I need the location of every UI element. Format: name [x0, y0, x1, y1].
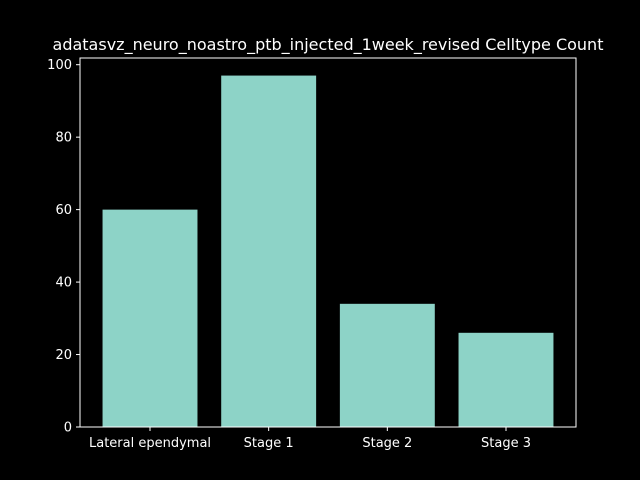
- bar-stage-2: [339, 303, 435, 427]
- x-tick-label: Stage 1: [244, 436, 294, 451]
- x-tick-label: Stage 2: [362, 436, 412, 451]
- x-axis: Lateral ependymal Stage 1 Stage 2 Stage 3: [89, 427, 531, 451]
- plot-frame: [79, 57, 577, 428]
- bar-stage-1: [221, 75, 317, 428]
- y-tick-label: 0: [64, 421, 72, 436]
- bar-stage-3: [458, 332, 554, 427]
- y-tick-label: 100: [47, 58, 72, 73]
- y-tick-label: 40: [55, 276, 72, 291]
- y-tick-label: 80: [55, 131, 72, 146]
- bar-lateral-ependymal: [102, 209, 198, 427]
- y-tick-label: 20: [55, 348, 72, 363]
- bars-group: [102, 75, 554, 428]
- x-tick-label: Stage 3: [481, 436, 531, 451]
- y-tick-label: 60: [55, 203, 72, 218]
- y-axis: 0 20 40 60 80 100: [47, 58, 80, 436]
- chart-title: adatasvz_neuro_noastro_ptb_injected_1wee…: [53, 35, 604, 55]
- x-tick-label: Lateral ependymal: [89, 436, 211, 451]
